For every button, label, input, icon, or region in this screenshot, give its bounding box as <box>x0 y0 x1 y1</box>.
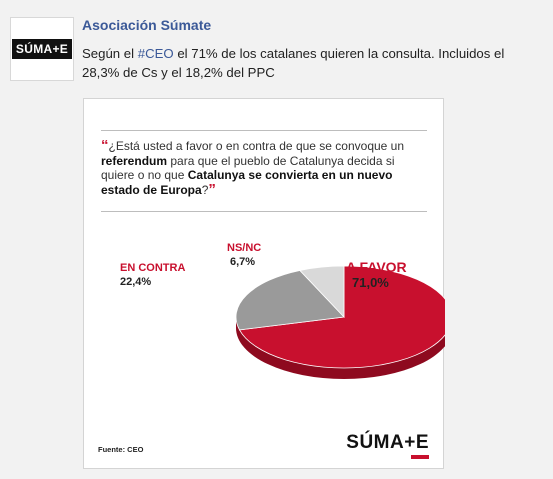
divider-top <box>101 130 427 131</box>
pie-slice-ns-nc <box>299 265 345 319</box>
pie-slice-en-contra <box>235 270 345 331</box>
question-bold1: referendum <box>101 153 168 168</box>
open-quote-icon: “ <box>101 137 109 154</box>
avatar-logo: SÚMA+E <box>11 39 73 59</box>
pie-label-ns-nc: NS/NC <box>227 242 261 254</box>
survey-question: “¿Está usted a favor o en contra de que … <box>101 137 431 198</box>
post-text-after: el 71% de los catalanes quieren la consu… <box>82 46 505 80</box>
post-text: Según el #CEO el 71% de los catalanes qu… <box>82 44 544 82</box>
question-part2: para que el pueblo de Catalunya decida s… <box>101 153 395 183</box>
author-name[interactable]: Asociación Súmate <box>82 17 212 33</box>
infographic-card[interactable]: “¿Está usted a favor o en contra de que … <box>83 98 445 469</box>
source-note: Fuente: CEO <box>98 445 144 454</box>
pie-label-a-favor: A FAVOR <box>346 259 407 275</box>
question-part3: ? <box>201 182 209 197</box>
pie-slice-a-favor <box>238 265 445 369</box>
pie-label-en-contra: EN CONTRA <box>120 262 185 274</box>
question-part1: ¿Está usted a favor o en contra de que s… <box>108 139 405 153</box>
post-text-before: Según el <box>82 46 138 61</box>
pie-value-ns-nc: 6,7% <box>230 256 255 268</box>
brand-logo: SÚMA+E <box>346 432 429 453</box>
brand-logo-bar <box>411 455 429 459</box>
divider-bottom <box>101 211 427 212</box>
question-bold2: Catalunya se convierta en un nuevo estad… <box>101 168 393 197</box>
close-quote-icon: ” <box>208 180 216 198</box>
hashtag-link[interactable]: #CEO <box>137 46 174 61</box>
pie-value-a-favor: 71,0% <box>352 275 389 290</box>
avatar[interactable]: SÚMA+E <box>10 17 74 81</box>
pie-value-en-contra: 22,4% <box>120 276 151 288</box>
